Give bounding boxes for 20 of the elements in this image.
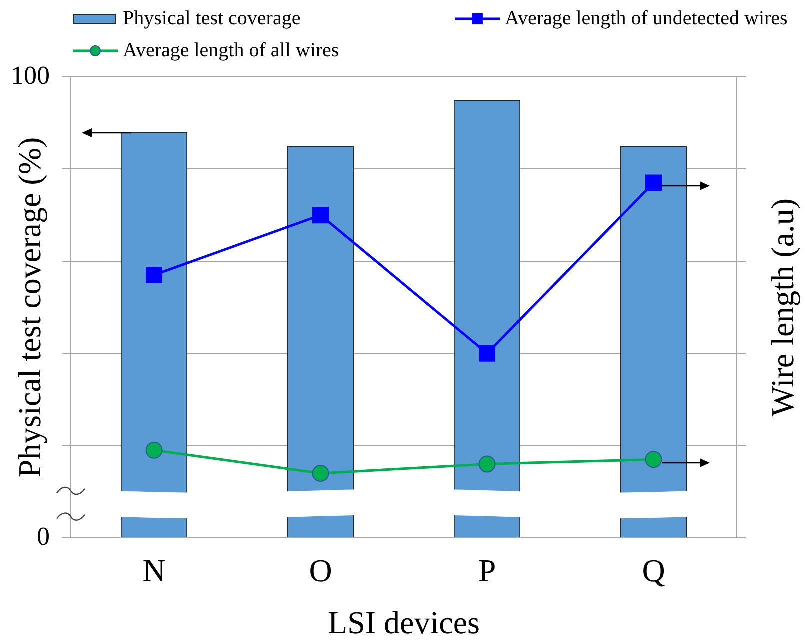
point [478,345,496,362]
x-tick-label: P [478,552,496,589]
x-tick-label: N [142,552,166,589]
y-tick-label: 100 [11,60,50,90]
y2-axis-title: Wire length (a.u) [764,198,800,417]
x-tick-label: O [309,552,332,589]
legend-label: Physical test coverage [123,7,301,30]
y-axis-title: Physical test coverage (%) [11,137,48,478]
legend-label: Average length of undetected wires [505,7,788,30]
point [478,456,496,473]
x-axis-title: LSI devices [328,604,480,640]
x-tick-label: Q [642,552,666,589]
point [312,207,330,224]
point [146,266,163,284]
legend-label: Average length of all wires [123,39,340,62]
point [645,174,662,192]
y-tick-label: 0 [37,522,50,551]
point [146,442,163,459]
point [312,464,330,482]
point [645,451,662,468]
